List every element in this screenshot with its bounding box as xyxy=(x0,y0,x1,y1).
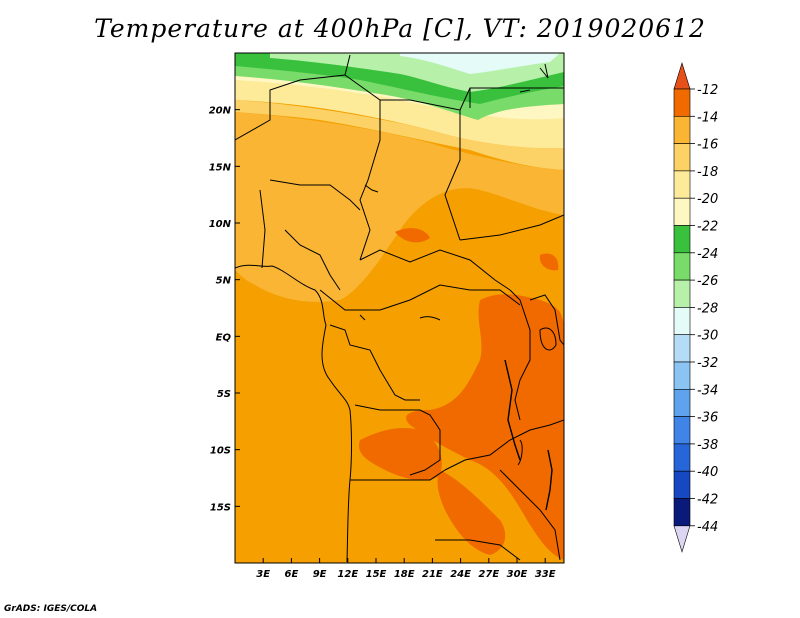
colorbar-swatch xyxy=(673,143,691,172)
field-band-minus12-south xyxy=(437,470,506,555)
latitude-axis: 20N 15N 10N 5N EQ 5S 10S 15S xyxy=(209,106,240,513)
colorbar-label: -34 xyxy=(697,383,718,398)
border-sudan-south xyxy=(459,214,564,241)
field-patch-minus12-a xyxy=(395,228,430,243)
field-band-minus16 xyxy=(235,112,564,302)
field-band-minus12-east xyxy=(406,294,564,560)
colorbar-swatch xyxy=(673,498,691,527)
colorbar-swatch xyxy=(673,88,691,117)
temperature-field xyxy=(235,53,564,563)
colorbar-label: -12 xyxy=(697,83,718,98)
colorbar-label: -18 xyxy=(697,165,718,180)
colorbar-label: -26 xyxy=(697,274,718,289)
lon-tick-label: 33E xyxy=(535,569,556,580)
border-angola-namibia xyxy=(350,469,446,481)
colorbar-swatch xyxy=(673,197,691,226)
colorbar-swatch xyxy=(673,252,691,281)
lon-tick-label: 21E xyxy=(422,569,443,580)
colorbar-label: -24 xyxy=(697,247,718,262)
lat-tick-label: 10S xyxy=(210,446,231,457)
colorbar-swatch xyxy=(673,116,691,144)
lat-tick-label: EQ xyxy=(216,332,232,343)
field-band-minus12-angola xyxy=(359,428,442,481)
nile-delta xyxy=(539,63,549,79)
border-burkina-niger xyxy=(269,179,361,211)
lat-tick-label: 20N xyxy=(209,106,232,117)
lat-tick-label: 15S xyxy=(210,502,231,513)
colorbar-label: -44 xyxy=(697,520,718,535)
colorbar-label: -36 xyxy=(697,411,718,426)
colorbar-swatch xyxy=(673,470,691,499)
border-zambia xyxy=(444,419,564,471)
lon-tick-label: 12E xyxy=(337,569,358,580)
lon-tick-label: 3E xyxy=(256,569,270,580)
colorbar-label: -38 xyxy=(697,438,718,453)
field-band-minus18 xyxy=(235,100,564,170)
lake-tanganyika xyxy=(504,359,521,461)
colorbar-label: -20 xyxy=(697,192,718,207)
lake-chad xyxy=(364,184,379,193)
border-nigeria xyxy=(284,229,341,291)
colorbar-label: -30 xyxy=(697,329,718,344)
lat-tick-label: 5N xyxy=(216,276,232,287)
sinai-mark xyxy=(519,89,531,93)
border-car-south-sudan xyxy=(359,249,511,291)
colorbar-top-arrow xyxy=(673,61,691,90)
lake-mweru xyxy=(517,439,523,466)
colorbar-bottom-arrow xyxy=(673,525,691,553)
border-gabon-congo xyxy=(329,324,420,401)
lake-malawi xyxy=(545,449,553,511)
lon-tick-label: 30E xyxy=(507,569,528,580)
lat-tick-label: 15N xyxy=(209,162,232,173)
river-mark-b xyxy=(359,314,366,321)
field-band-minus30 xyxy=(400,53,560,74)
longitude-axis: 3E 6E 9E 12E 15E 18E 21E 24E 27E 30E 33E xyxy=(256,558,556,580)
lon-tick-label: 18E xyxy=(394,569,415,580)
colorbar-swatch xyxy=(673,225,691,254)
border-mali-algeria xyxy=(235,54,351,141)
map-frame xyxy=(234,52,565,564)
country-borders xyxy=(235,54,564,563)
colorbar-label: -32 xyxy=(697,356,718,371)
border-congo-car xyxy=(319,284,521,311)
border-mozambique xyxy=(499,469,561,561)
colorbar-label: -40 xyxy=(697,465,718,480)
lon-tick-label: 6E xyxy=(285,569,299,580)
colorbar-label: -22 xyxy=(697,220,718,235)
border-angola-drc xyxy=(354,404,441,476)
river-congo-a xyxy=(419,316,441,321)
border-lakes-region xyxy=(509,289,531,421)
colorbar-label: -14 xyxy=(697,110,718,125)
colorbar-swatch xyxy=(673,334,691,363)
border-niger-chad xyxy=(359,100,381,261)
colorbar-swatch xyxy=(673,279,691,308)
lake-victoria xyxy=(539,327,557,351)
lat-tick-label: 5S xyxy=(217,389,231,400)
colorbar-swatch xyxy=(673,416,691,445)
colorbar-label: -42 xyxy=(697,493,718,508)
colorbar-swatch xyxy=(673,170,691,199)
lon-tick-label: 15E xyxy=(366,569,387,580)
colorbar-label: -28 xyxy=(697,301,718,316)
grads-credit: GrADS: IGES/COLA xyxy=(4,604,98,614)
border-uganda-kenya xyxy=(529,294,564,346)
colorbar-label: -16 xyxy=(697,138,718,153)
colorbar: -12 -14 -16 -18 -20 -22 -24 -26 -28 -30 -32 -34 -36 -… xyxy=(673,61,718,553)
colorbar-swatch xyxy=(673,388,691,417)
lon-tick-label: 27E xyxy=(478,569,499,580)
map-title: Temperature at 400hPa [C], VT: 201902061… xyxy=(94,14,706,43)
lon-tick-label: 24E xyxy=(450,569,471,580)
colorbar-swatch xyxy=(673,361,691,390)
lat-tick-label: 10N xyxy=(209,219,232,230)
border-ghana xyxy=(259,189,266,269)
border-botswana xyxy=(435,539,521,561)
colorbar-swatch xyxy=(673,443,691,472)
field-patch-minus12-b xyxy=(539,253,559,271)
lon-tick-label: 9E xyxy=(313,569,327,580)
colorbar-swatch xyxy=(673,307,691,335)
